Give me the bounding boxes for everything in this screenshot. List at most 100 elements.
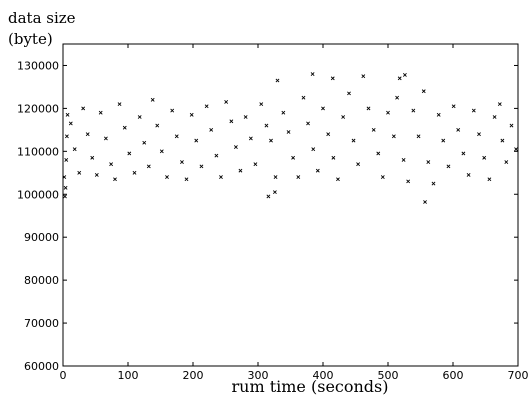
data-point — [63, 185, 68, 190]
data-point — [127, 151, 132, 156]
x-tick-label: 500 — [378, 369, 399, 382]
data-point — [500, 138, 505, 143]
data-point — [109, 162, 114, 167]
data-point — [98, 110, 103, 115]
data-point — [259, 102, 264, 107]
data-point — [406, 179, 411, 184]
data-point — [386, 110, 390, 115]
data-point — [466, 173, 471, 177]
data-point — [248, 136, 253, 141]
data-point — [233, 145, 238, 149]
data-point — [180, 160, 184, 164]
data-point — [331, 155, 336, 160]
data-point — [77, 170, 82, 175]
data-point — [94, 173, 99, 177]
data-point — [63, 194, 67, 199]
x-tick-label: 600 — [443, 369, 464, 382]
data-point — [155, 123, 160, 128]
data-point — [391, 134, 396, 139]
data-point — [142, 140, 147, 145]
data-point — [113, 177, 117, 182]
data-point — [137, 115, 142, 119]
data-point — [397, 76, 402, 81]
data-point — [174, 134, 179, 139]
data-point — [497, 102, 502, 107]
x-tick-label: 200 — [183, 369, 204, 382]
y-tick-label: 70000 — [24, 317, 59, 330]
data-point — [286, 130, 291, 134]
data-point — [482, 155, 487, 160]
x-axis-title: rum time (seconds) — [232, 377, 389, 396]
y-axis-title-line-2: (byte) — [8, 30, 53, 48]
x-axis-ticks: 0 100 200 300 400 500 600 700 — [60, 44, 529, 382]
data-point — [487, 177, 492, 182]
y-tick-label: 130000 — [17, 59, 59, 72]
data-point — [361, 74, 366, 79]
data-point — [347, 91, 351, 96]
data-point — [272, 190, 277, 195]
data-point — [326, 132, 331, 137]
data-point — [492, 115, 497, 119]
x-tick-label: 300 — [248, 369, 269, 382]
y-tick-label: 110000 — [17, 145, 59, 158]
data-point — [336, 177, 340, 182]
data-point — [204, 104, 209, 109]
data-point — [189, 112, 194, 117]
data-point — [214, 153, 219, 158]
y-tick-label: 100000 — [17, 188, 59, 201]
data-point — [311, 147, 316, 152]
data-point — [461, 151, 466, 156]
data-point — [65, 112, 70, 117]
x-tick-label: 400 — [313, 369, 334, 382]
data-point — [146, 164, 151, 169]
x-tick-label: 0 — [60, 369, 67, 382]
data-point — [371, 127, 376, 132]
x-tick-label: 100 — [118, 369, 139, 382]
data-point — [64, 134, 69, 139]
plot-area-frame — [62, 43, 519, 367]
data-point — [72, 147, 77, 152]
data-point — [431, 181, 436, 186]
data-point — [281, 110, 286, 115]
data-point — [380, 175, 385, 180]
data-point — [421, 89, 426, 94]
data-point — [291, 155, 296, 160]
data-point — [436, 112, 441, 117]
data-point — [132, 170, 137, 175]
data-point — [306, 121, 310, 126]
data-point — [62, 175, 67, 180]
scatter-points — [62, 72, 518, 204]
data-point — [395, 95, 400, 100]
data-point — [159, 149, 164, 154]
data-point — [165, 175, 169, 180]
data-point — [224, 100, 229, 104]
data-point — [351, 138, 356, 143]
data-point — [471, 108, 476, 113]
data-point — [441, 138, 446, 143]
data-point — [170, 108, 175, 113]
data-point — [253, 162, 258, 167]
data-point — [184, 177, 189, 182]
data-point — [401, 158, 406, 162]
data-point — [416, 134, 421, 139]
data-point — [451, 104, 456, 109]
data-point — [85, 132, 90, 137]
y-tick-label: 120000 — [17, 102, 59, 115]
data-point — [199, 164, 204, 169]
data-point — [150, 97, 155, 102]
data-point — [402, 72, 407, 77]
data-point — [194, 138, 199, 143]
data-point — [296, 175, 301, 180]
data-point — [103, 136, 108, 141]
data-point — [509, 123, 514, 128]
y-tick-label: 90000 — [24, 231, 59, 244]
data-point — [366, 106, 371, 111]
data-point — [426, 160, 431, 164]
y-tick-label: 60000 — [24, 360, 59, 373]
y-axis-title-line-1: data size — [8, 9, 76, 27]
data-point — [504, 160, 509, 164]
data-point — [68, 121, 73, 126]
data-point — [456, 127, 461, 132]
data-point — [264, 123, 269, 128]
